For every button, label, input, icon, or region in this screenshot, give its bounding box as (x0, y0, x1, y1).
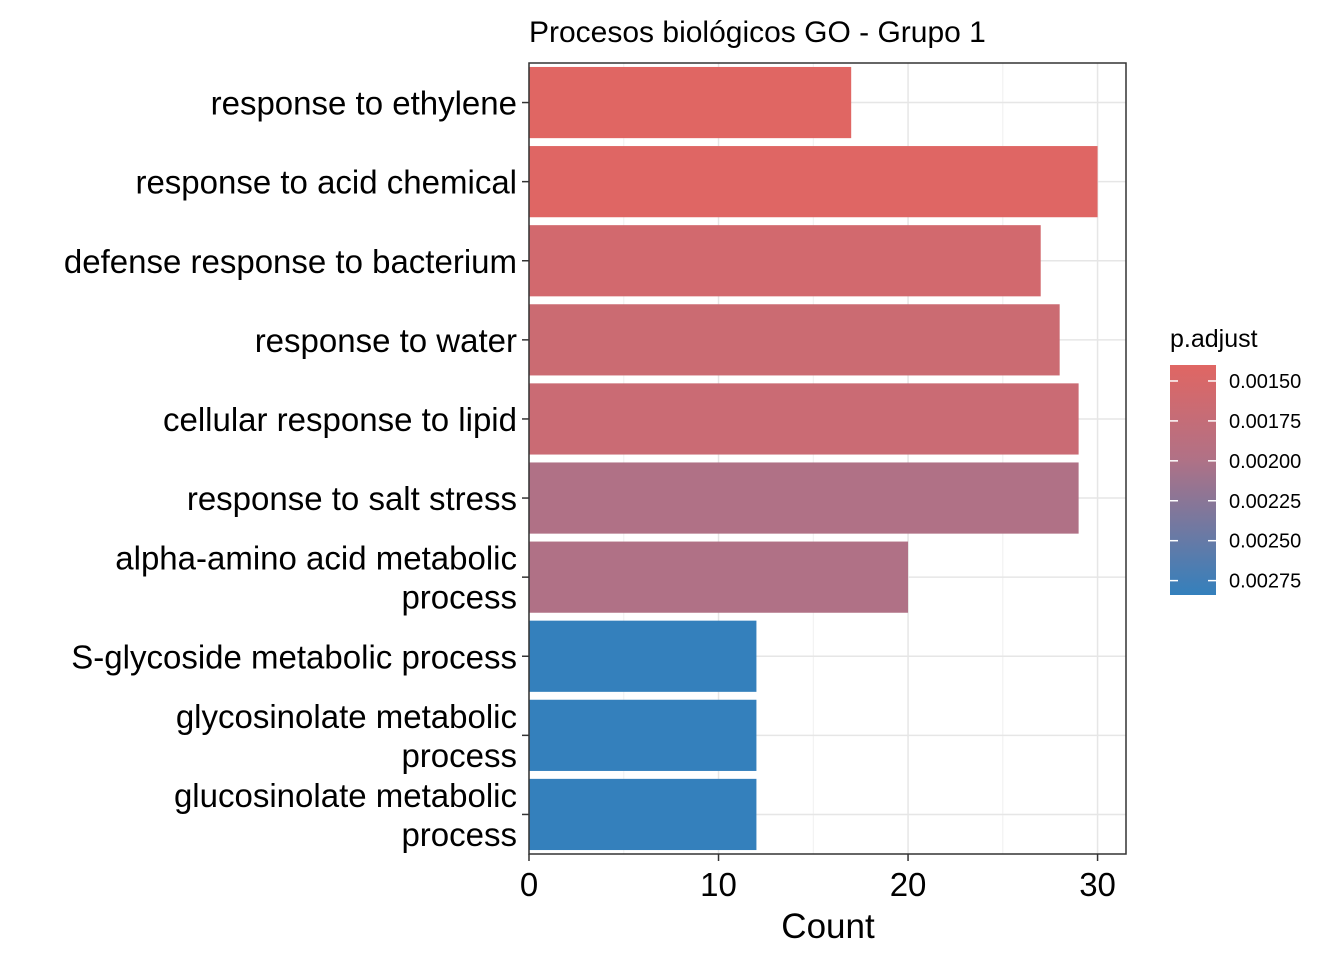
legend-colorbar (1170, 365, 1216, 595)
bar (529, 462, 1079, 534)
x-tick-label: 30 (1079, 866, 1116, 903)
legend-tick-label: 0.00275 (1229, 571, 1301, 593)
bar (529, 66, 852, 139)
x-axis-title: Count (781, 907, 875, 946)
legend-ticks: 0.00150 0.00175 0.00200 0.00225 0.00250 0.002… (1170, 371, 1301, 593)
bar (529, 383, 1079, 455)
bars (529, 66, 1098, 851)
legend-tick-label: 0.00175 (1229, 411, 1301, 433)
bar (529, 778, 757, 851)
x-tick-label: 20 (890, 866, 927, 903)
y-tick-label: response to water (255, 322, 517, 359)
legend-tick-label: 0.00225 (1229, 491, 1301, 513)
x-tick-label: 10 (700, 866, 737, 903)
bar (529, 699, 757, 771)
y-tick-label: alpha-amino acid metabolic process (115, 540, 517, 616)
y-axis: response to ethylene response to acid che… (64, 85, 529, 853)
y-tick-label: glycosinolate metabolic process (176, 698, 517, 774)
panel-border (528, 62, 1127, 855)
y-tick-label: response to ethylene (211, 85, 517, 122)
legend-tick-label: 0.00250 (1229, 531, 1301, 553)
chart-title: Procesos biológicos GO - Grupo 1 (529, 16, 986, 49)
x-tick-label: 0 (520, 866, 538, 903)
x-axis: 0 10 20 30 (520, 854, 1116, 903)
legend-title: p.adjust (1170, 325, 1258, 353)
bar (529, 620, 757, 692)
bar (529, 304, 1060, 376)
y-tick-label: S-glycoside metabolic process (71, 638, 517, 675)
legend: p.adjust 0.001500.001750.002000.002250.0… (1170, 325, 1301, 595)
y-tick-label: glucosinolate metabolic process (174, 777, 517, 853)
legend-tick-label: 0.00150 (1229, 371, 1301, 393)
bar (529, 225, 1041, 297)
y-tick-label: cellular response to lipid (163, 401, 517, 438)
y-tick-label: response to acid chemical (135, 164, 517, 201)
bar (529, 541, 909, 613)
y-tick-label: defense response to bacterium (64, 243, 517, 280)
legend-tick-label: 0.00200 (1229, 451, 1301, 473)
y-tick-label: response to salt stress (187, 480, 517, 517)
bar (529, 146, 1098, 218)
